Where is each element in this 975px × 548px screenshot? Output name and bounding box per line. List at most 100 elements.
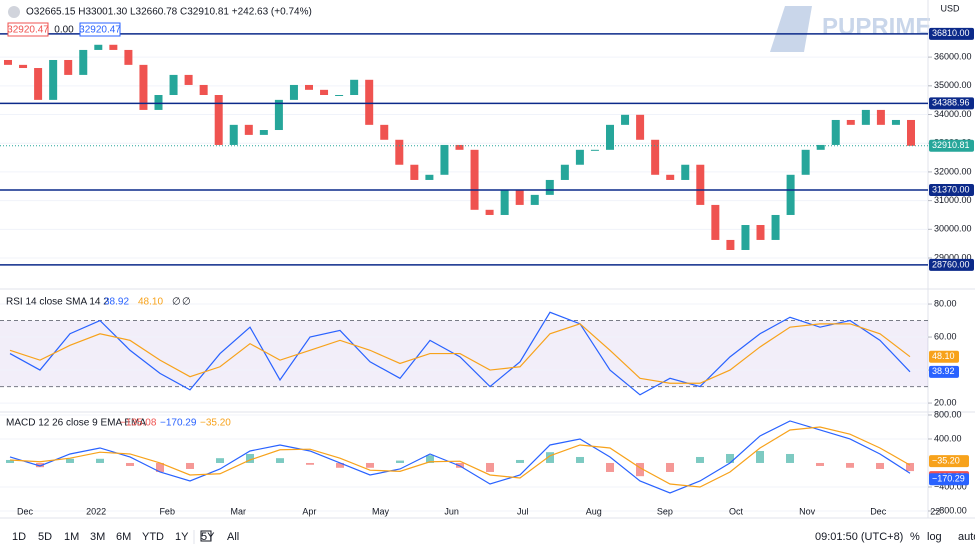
x-tick-label: Dec [870,506,887,516]
candle-body [816,144,825,150]
range-button[interactable]: 6M [116,531,131,543]
candle-body [229,124,238,145]
histogram-bar [216,458,224,463]
y-tick-label: −800.00 [934,505,967,515]
candle-body [711,204,720,240]
histogram-bar [366,462,374,468]
candle-body [846,119,855,125]
legend-value: 38.92 [104,297,129,308]
price-pane: 36000.0035000.0034000.0033000.0032000.00… [0,27,974,271]
candle-body [350,79,359,95]
histogram-bar [816,462,824,466]
price-label-bg [929,139,974,152]
candle-body [214,95,223,145]
legend-value: −35.20 [200,418,231,429]
range-button[interactable]: YTD [142,531,164,543]
scale-option[interactable]: log [927,531,942,543]
y-tick-label: 80.00 [934,298,957,308]
y-tick-label: 30000.00 [934,224,972,234]
calendar-icon[interactable] [200,530,212,542]
range-button[interactable]: 1Y [175,531,189,543]
histogram-bar [426,455,434,463]
candle-body [575,149,584,165]
price-label-bg [929,455,969,468]
price-label-bg [929,350,959,363]
candle-body [741,225,750,250]
histogram-bar [336,462,344,468]
y-tick-label: −400.00 [934,481,967,491]
histogram-bar [186,462,194,469]
candle-body [169,74,178,95]
candle-body [19,64,28,69]
scale-option[interactable]: % [910,531,920,543]
histogram-bar [306,462,314,465]
candle-body [4,59,12,65]
histogram-bar [36,462,44,468]
candle-body [154,95,163,110]
histogram-bar [126,462,134,466]
histogram-bar [726,453,734,463]
y-tick-label: 36000.00 [934,51,972,61]
price-label: −35.20 [932,455,960,465]
series-line [9,426,911,488]
range-button[interactable]: 3M [90,531,105,543]
pane-title: MACD 12 26 close 9 EMA EMA [6,418,146,429]
x-tick-label: Jul [517,506,529,516]
price-label: 34388.96 [932,98,970,108]
candle-body [500,190,509,215]
rsi-band [0,320,928,387]
logo: PUPRIME [770,6,931,52]
y-tick-label: 29000.00 [934,252,972,262]
logo-text: PUPRIME [822,13,931,40]
y-tick-label: 400.00 [934,433,962,443]
histogram-bar [486,462,494,472]
price-label-bg [929,184,974,196]
scale-option[interactable]: auto [958,531,975,543]
histogram-bar [756,450,764,463]
histogram-bar [96,458,104,463]
ohlc: O32665.15 H33001.30 L32660.78 C32910.81 … [26,7,312,18]
candle-body [696,164,705,205]
y-tick-label: 60.00 [934,331,957,341]
range-button[interactable]: 5Y [201,531,215,543]
range-button[interactable]: All [227,531,239,543]
x-tick-label: May [372,506,390,516]
price-label-bg [929,27,974,40]
candle-body [365,79,374,125]
spread: 0.00 [54,25,74,36]
candle-body [425,174,434,180]
candle-body [651,139,660,175]
candle-body [455,144,464,150]
histogram-bar [246,453,254,463]
clock: 09:01:50 (UTC+8) [815,531,903,543]
price-label-bg [929,97,974,110]
range-button[interactable]: 1D [12,531,26,543]
candle-body [801,149,810,175]
candle-body [876,109,885,125]
histogram-bar [786,453,794,463]
y-tick-label: 20.00 [934,397,957,407]
ask: 32920.47 [79,25,121,36]
x-tick-label: Feb [159,506,175,516]
histogram-bar [576,456,584,463]
range-button[interactable]: 1M [64,531,79,543]
histogram-bar [636,462,644,477]
candle-body [244,124,253,135]
price-label: −170.29 [932,474,965,484]
price-label: 32910.81 [932,140,970,150]
y-tick-label: 32000.00 [934,166,972,176]
range-button[interactable]: 5D [38,531,52,543]
x-tick-label: Dec [17,506,34,516]
price-label: 38.92 [932,366,955,376]
histogram-bar [516,459,524,463]
bid-box [7,22,49,37]
x-tick-label: Sep [657,506,673,516]
candle-body [124,49,133,65]
x-tick-label: 2022 [86,506,106,516]
candle-body [621,114,630,125]
candle-body [139,64,148,110]
candle-body [184,74,193,85]
candle-body [907,119,915,146]
